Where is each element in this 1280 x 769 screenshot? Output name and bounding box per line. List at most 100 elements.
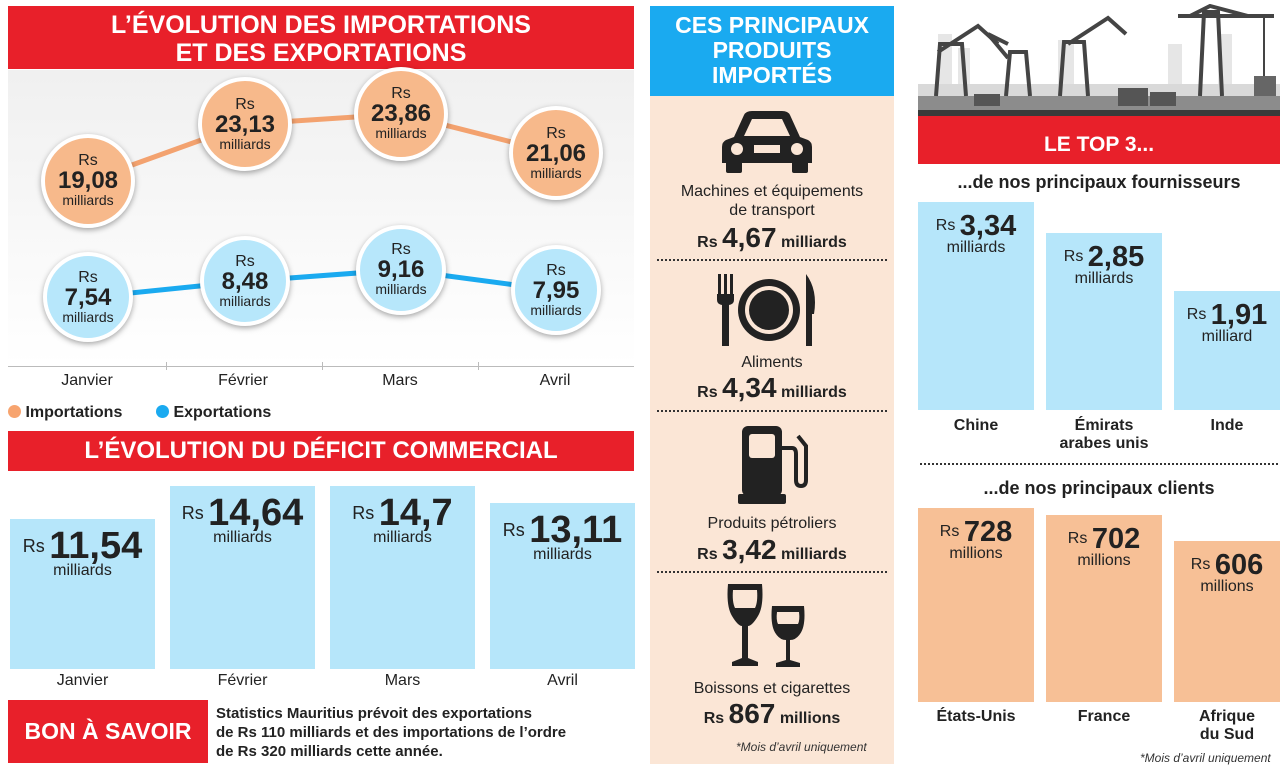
product-name-aliments: Aliments bbox=[650, 353, 894, 372]
product-unit: milliards bbox=[781, 384, 847, 401]
bon-a-savoir-label: BON À SAVOIR bbox=[8, 700, 208, 763]
deficit-bar-value-line: Rs 14,64 bbox=[170, 492, 315, 535]
fuel-pump-icon bbox=[738, 426, 808, 504]
deficit-unit: milliards bbox=[213, 529, 272, 547]
port-cranes-illustration bbox=[918, 4, 1280, 128]
supplier-currency: Rs bbox=[935, 217, 956, 234]
legend-imports: Importations bbox=[8, 404, 122, 422]
deficit-title-banner: L’ÉVOLUTION DU DÉFICIT COMMERCIAL bbox=[8, 431, 634, 471]
deficit-bar: Rs 13,11 milliards bbox=[490, 502, 635, 669]
exports-unit: milliards bbox=[530, 301, 582, 318]
supplier-value: 2,85 bbox=[1087, 240, 1145, 273]
deficit-bar-value-line: Rs 13,11 bbox=[490, 509, 635, 552]
bon-line1: Statistics Mauritius prévoit des exporta… bbox=[216, 705, 532, 722]
products-divider bbox=[657, 259, 887, 261]
client-country-label: France bbox=[1046, 708, 1162, 726]
supplier-currency: Rs bbox=[1186, 306, 1207, 324]
product-name-boissons: Boissons et cigarettes bbox=[650, 679, 894, 698]
deficit-value: 13,11 bbox=[529, 508, 623, 551]
imports-value: 23,13 bbox=[214, 110, 276, 138]
exports-currency: Rs bbox=[235, 252, 255, 270]
deficit-bar: Rs 14,64 milliards bbox=[170, 486, 315, 669]
client-value: 728 bbox=[963, 516, 1013, 548]
exports-unit: milliards bbox=[375, 281, 427, 298]
imports-bubble: Rs 19,08 milliards bbox=[41, 133, 135, 228]
deficit-currency: Rs bbox=[181, 503, 204, 524]
exports-value: 7,95 bbox=[532, 276, 580, 304]
product-name-petroliers: Produits pétroliers bbox=[650, 514, 894, 533]
supplier-country-label: Inde bbox=[1174, 417, 1280, 435]
exports-unit: milliards bbox=[62, 308, 114, 325]
top3-title-banner: LE TOP 3... bbox=[918, 126, 1280, 164]
supplier-value-line: Rs 1,91 bbox=[1174, 299, 1280, 332]
supplier-unit: milliard bbox=[1201, 328, 1253, 346]
trade-axis-tick bbox=[322, 362, 323, 370]
exports-bubble: Rs 9,16 milliards bbox=[356, 224, 446, 315]
plate-cutlery-icon bbox=[717, 274, 815, 346]
client-bar: Rs 606 millions bbox=[1174, 540, 1280, 702]
imports-currency: Rs bbox=[78, 152, 98, 170]
deficit-unit: milliards bbox=[373, 528, 432, 546]
bon-a-savoir-text: Statistics Mauritius prévoit des exporta… bbox=[216, 704, 566, 761]
products-title-line3: IMPORTÉS bbox=[711, 62, 833, 88]
product-unit: millions bbox=[779, 710, 841, 727]
imports-value: 19,08 bbox=[57, 167, 119, 195]
supplier-bar: Rs 1,91 milliard bbox=[1174, 291, 1280, 410]
product-amount: 4,34 bbox=[722, 372, 777, 403]
client-unit: millions bbox=[949, 545, 1003, 562]
exports-value: 9,16 bbox=[377, 256, 425, 284]
product-currency: Rs bbox=[697, 546, 718, 563]
product-name-machines: Machines et équipements de transport bbox=[650, 182, 894, 220]
exports-currency: Rs bbox=[78, 268, 98, 286]
deficit-bar: Rs 11,54 milliards bbox=[10, 519, 155, 669]
month-label-janvier: Janvier bbox=[61, 372, 113, 389]
deficit-currency: Rs bbox=[502, 519, 525, 540]
supplier-bar: Rs 2,85 milliards bbox=[1046, 232, 1162, 410]
product-amount: 867 bbox=[728, 698, 776, 729]
supplier-country-label: Émirats arabes unis bbox=[1046, 417, 1162, 453]
client-bar: Rs 702 millions bbox=[1046, 514, 1162, 702]
wine-glasses-icon bbox=[727, 584, 805, 667]
client-value-line: Rs 606 bbox=[1174, 549, 1280, 582]
deficit-month-label: Avril bbox=[547, 672, 578, 689]
client-value-line: Rs 702 bbox=[1046, 523, 1162, 556]
legend-exports-label: Exportations bbox=[173, 404, 272, 421]
imports-value: 21,06 bbox=[525, 139, 587, 167]
client-currency: Rs bbox=[1067, 529, 1088, 547]
supplier-country-label: Chine bbox=[918, 417, 1034, 435]
supplier-country-line: Inde bbox=[1210, 417, 1244, 434]
products-title-line2: PRODUITS bbox=[712, 37, 832, 63]
product-name-machines-line2: de transport bbox=[729, 202, 815, 219]
product-value-boissons: Rs 867 millions bbox=[650, 698, 894, 730]
client-currency: Rs bbox=[939, 523, 960, 540]
product-name-boissons-line1: Boissons et cigarettes bbox=[693, 680, 851, 697]
product-amount: 3,42 bbox=[722, 534, 777, 565]
imports-unit: milliards bbox=[375, 125, 427, 142]
exports-value: 8,48 bbox=[221, 267, 269, 295]
deficit-bar-value-line: Rs 11,54 bbox=[10, 525, 155, 568]
trade-title-line1: L’ÉVOLUTION DES IMPORTATIONS bbox=[111, 11, 531, 39]
product-currency: Rs bbox=[697, 234, 718, 251]
deficit-bar-value-line: Rs 14,7 bbox=[330, 492, 475, 535]
product-amount: 4,67 bbox=[722, 222, 777, 253]
product-name-aliments-line1: Aliments bbox=[741, 354, 803, 371]
exports-unit: milliards bbox=[219, 292, 271, 309]
trade-axis-line bbox=[8, 366, 634, 367]
imports-currency: Rs bbox=[391, 85, 411, 103]
products-divider bbox=[657, 571, 887, 573]
trade-axis-tick bbox=[166, 362, 167, 370]
exports-currency: Rs bbox=[391, 241, 411, 259]
exports-value: 7,54 bbox=[64, 283, 112, 311]
deficit-value: 14,64 bbox=[208, 492, 304, 535]
client-value-line: Rs 728 bbox=[918, 516, 1034, 549]
exports-bubble: Rs 7,54 milliards bbox=[43, 252, 133, 343]
product-unit: milliards bbox=[781, 546, 847, 563]
imports-bubble: Rs 21,06 milliards bbox=[509, 106, 603, 201]
legend-imports-dot bbox=[8, 405, 21, 418]
product-value-petroliers: Rs 3,42 milliards bbox=[650, 534, 894, 566]
client-country-label: Afrique du Sud bbox=[1174, 708, 1280, 744]
client-country-line: États-Unis bbox=[936, 708, 1016, 725]
deficit-value: 11,54 bbox=[49, 525, 143, 567]
deficit-value: 14,7 bbox=[378, 491, 453, 534]
client-unit: millions bbox=[1077, 551, 1131, 569]
